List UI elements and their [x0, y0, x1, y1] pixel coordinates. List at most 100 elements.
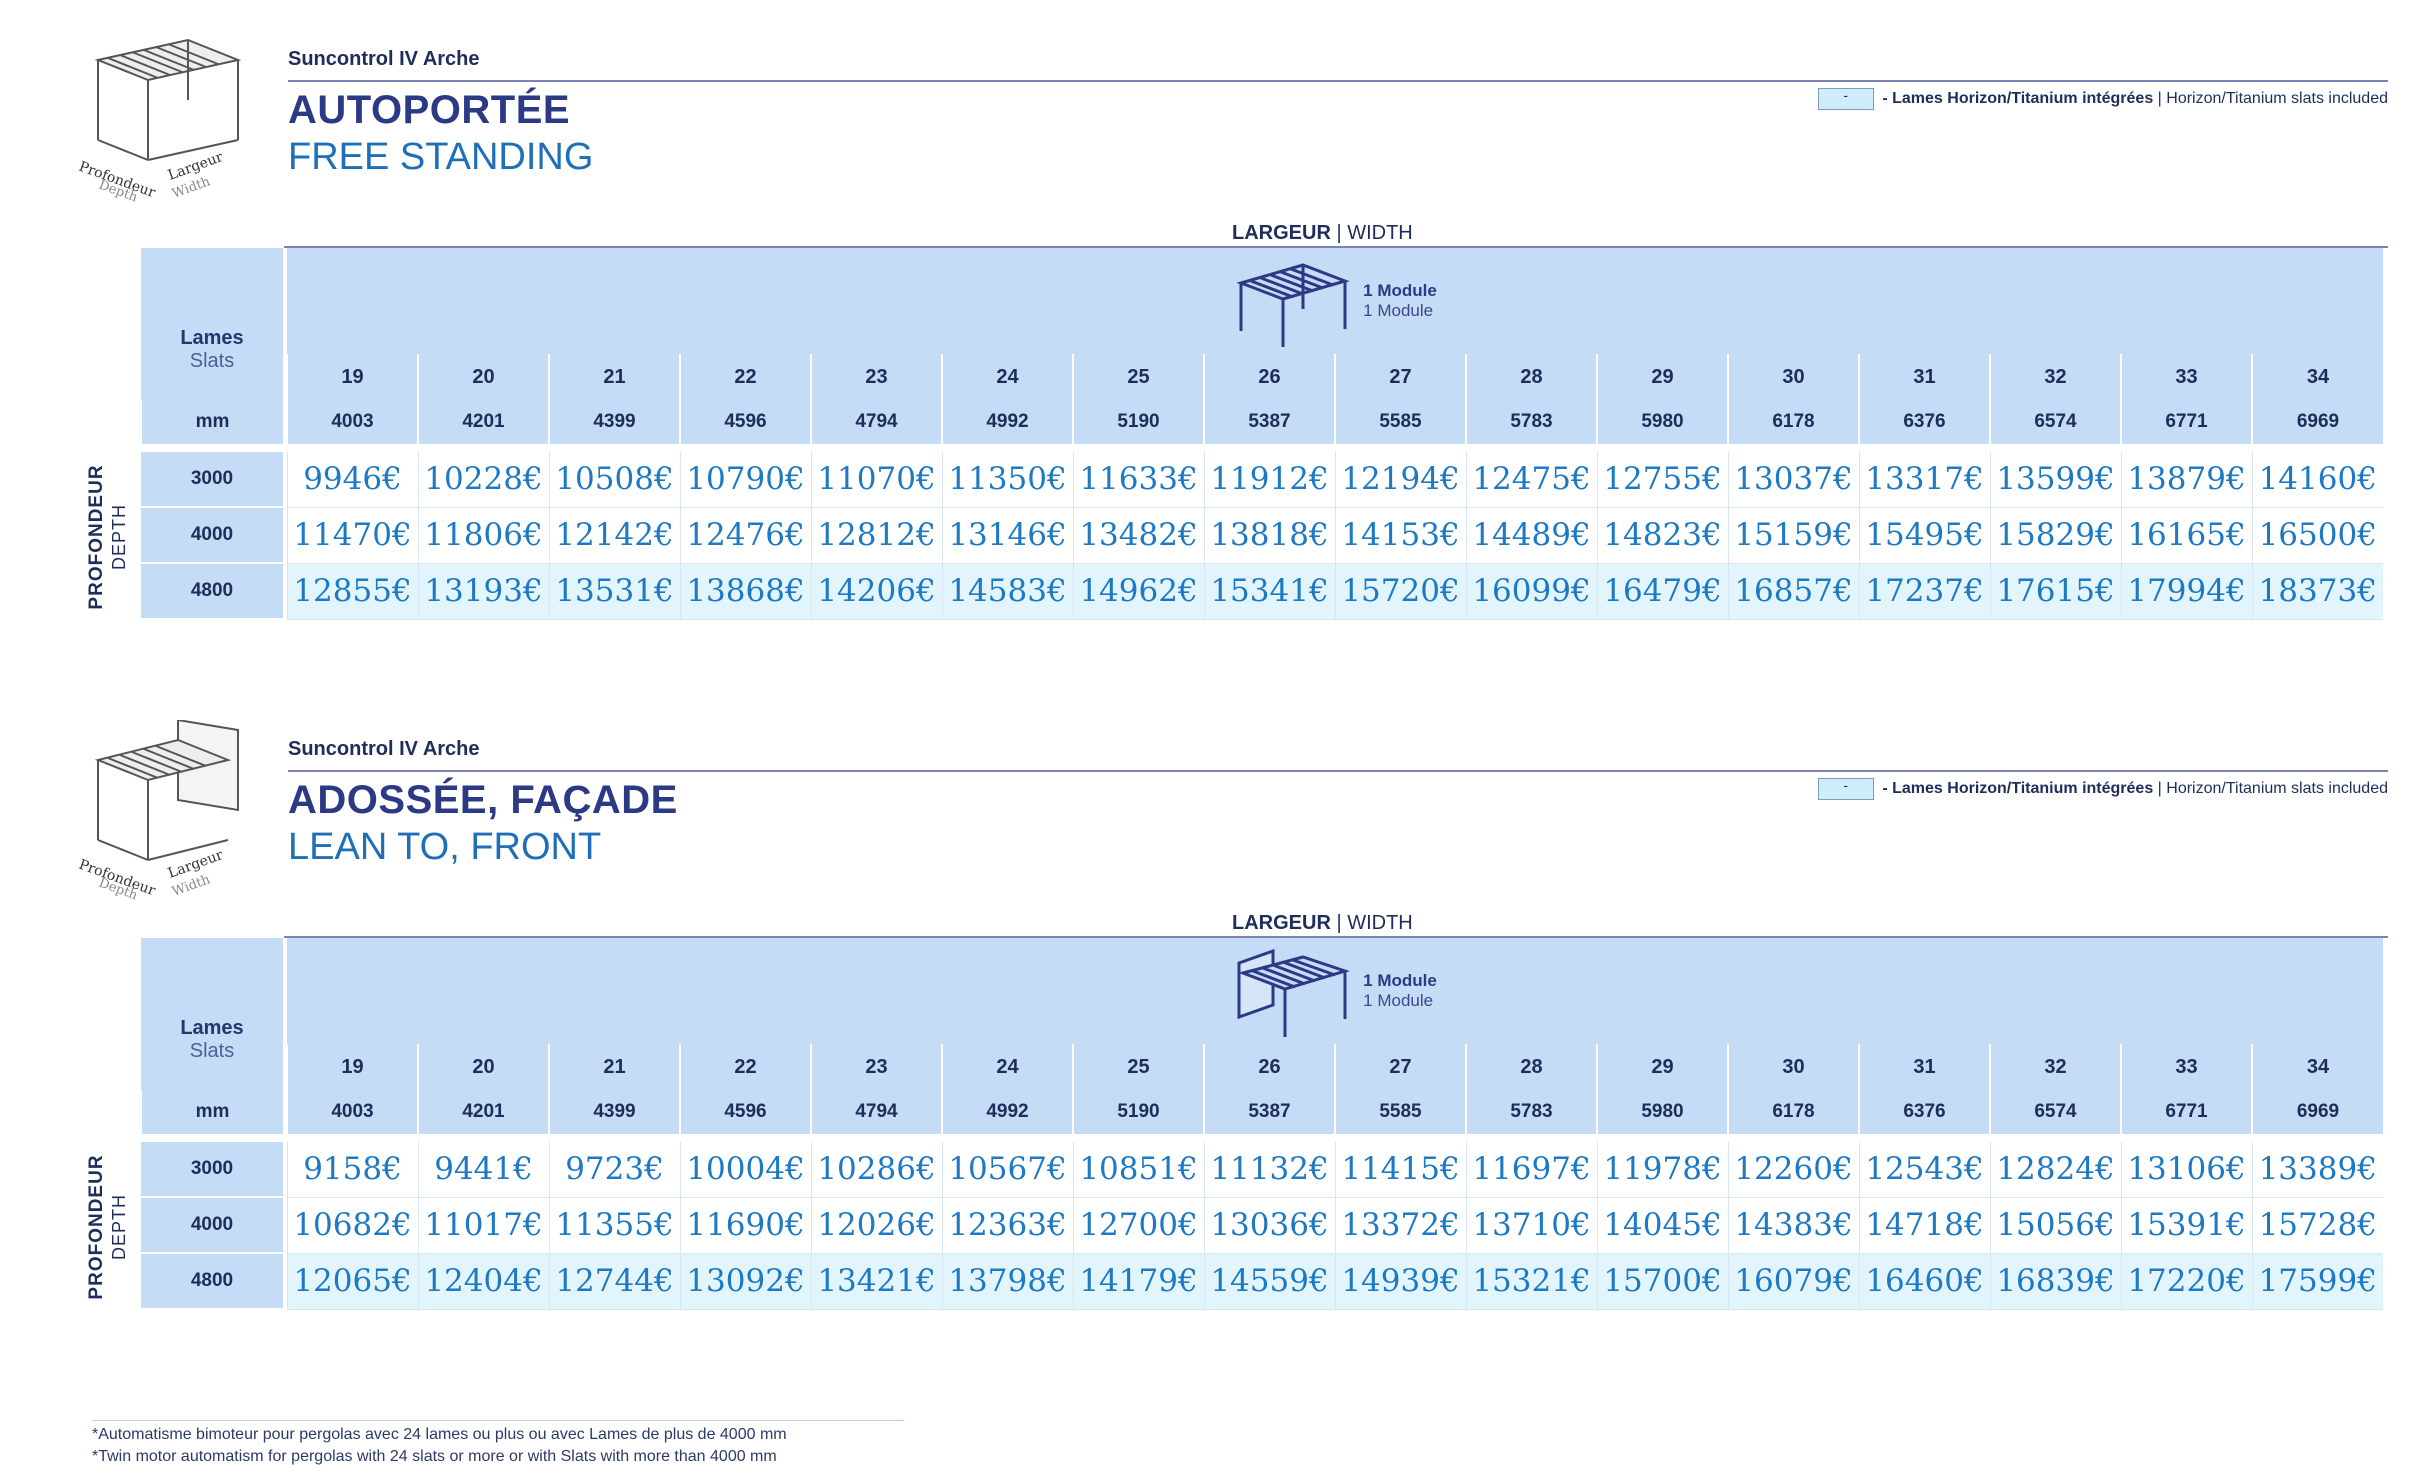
footnote: *Automatisme bimoteur pour pergolas avec…	[92, 1424, 787, 1468]
slat-count-cell: 30	[1727, 354, 1859, 400]
width-mm-cell: 6178	[1727, 1090, 1859, 1134]
width-label: LARGEUR | WIDTH	[1232, 912, 1413, 935]
price-cell: 12855€	[286, 563, 418, 620]
legend: - Lames Horizon/Titanium intégrées | Hor…	[1818, 87, 2388, 110]
width-label-fr: LARGEUR	[1232, 222, 1331, 244]
slat-count-cell: 33	[2120, 1044, 2252, 1090]
slat-count-cell: 31	[1858, 354, 1990, 400]
pergola-free-standing-icon: Profondeur Largeur Depth Width	[77, 30, 248, 210]
price-cell: 12260€	[1727, 1142, 1859, 1198]
footnote-en: *Twin motor automatism for pergolas with…	[92, 1448, 777, 1465]
slat-count-cell: 23	[810, 354, 942, 400]
price-row: 4000 11470€ 11806€ 12142€ 12476€ 12812€ 13146€…	[141, 507, 2383, 564]
price-cell: 16500€	[2251, 507, 2383, 564]
price-cell: 10508€	[548, 452, 680, 508]
price-cell: 10790€	[679, 452, 811, 508]
legend: - Lames Horizon/Titanium intégrées | Hor…	[1818, 777, 2388, 800]
price-cell: 12363€	[941, 1197, 1073, 1254]
slat-count-cell: 28	[1465, 1044, 1597, 1090]
module-label-en: 1 Module	[1363, 301, 1434, 320]
slat-count-cell: 30	[1727, 1044, 1859, 1090]
slat-count-cell: 32	[1989, 1044, 2121, 1090]
price-cell: 13798€	[941, 1253, 1073, 1310]
price-cell: 14489€	[1465, 507, 1597, 564]
price-cell: 13146€	[941, 507, 1073, 564]
price-cell: 13036€	[1203, 1197, 1335, 1254]
pergola-lean-to-icon: Profondeur Largeur Depth Width	[77, 718, 248, 904]
price-cell: 14383€	[1727, 1197, 1859, 1254]
module-label-fr: 1 Module	[1363, 971, 1437, 990]
price-cell: 16165€	[2120, 507, 2252, 564]
header-divider	[288, 80, 2388, 82]
title-en: LEAN TO, FRONT	[288, 826, 602, 868]
price-cell: 18373€	[2251, 563, 2383, 620]
slat-count-cell: 25	[1072, 1044, 1204, 1090]
price-cell: 9441€	[417, 1142, 549, 1198]
price-cell: 11978€	[1596, 1142, 1728, 1198]
price-cell: 10004€	[679, 1142, 811, 1198]
legend-swatch	[1818, 777, 1875, 800]
depth-label-fr: PROFONDEUR	[86, 1154, 107, 1300]
width-mm-cell: 6574	[1989, 1090, 2121, 1134]
price-cell: 12744€	[548, 1253, 680, 1310]
width-mm-cell: 5585	[1334, 400, 1466, 444]
price-cell: 17615€	[1989, 563, 2121, 620]
price-cell: 16079€	[1727, 1253, 1859, 1310]
price-row: 3000 9158€ 9441€ 9723€ 10004€ 10286€ 10567€ 108…	[141, 1142, 2383, 1198]
slat-count-cell: 21	[548, 1044, 680, 1090]
slat-count-cell: 28	[1465, 354, 1597, 400]
price-cell: 14718€	[1858, 1197, 1990, 1254]
slat-count-cell: 34	[2251, 1044, 2383, 1090]
width-mm-cell: 5783	[1465, 400, 1597, 444]
mm-header: mm	[140, 400, 283, 444]
width-mm-cell: 6574	[1989, 400, 2121, 444]
price-cell: 16479€	[1596, 563, 1728, 620]
price-cell: 11806€	[417, 507, 549, 564]
width-label-fr: LARGEUR	[1232, 912, 1331, 934]
price-cell: 17220€	[2120, 1253, 2252, 1310]
price-cell: 11355€	[548, 1197, 680, 1254]
legend-text-en: Horizon/Titanium slats included	[2166, 780, 2388, 797]
width-mm-cell: 4992	[941, 1090, 1073, 1134]
price-cell: 15056€	[1989, 1197, 2121, 1254]
price-cell: 11470€	[286, 507, 418, 564]
price-cell: 13531€	[548, 563, 680, 620]
price-cell: 12543€	[1858, 1142, 1990, 1198]
width-divider	[284, 936, 2388, 938]
price-cell: 14206€	[810, 563, 942, 620]
price-cell: 14939€	[1334, 1253, 1466, 1310]
depth-mm-cell: 3000	[141, 1142, 283, 1198]
header-divider	[288, 770, 2388, 772]
slat-count-cell: 20	[417, 1044, 549, 1090]
width-mm-cell: 6376	[1858, 1090, 1990, 1134]
width-mm-cell: 6969	[2251, 1090, 2383, 1134]
price-cell: 15720€	[1334, 563, 1466, 620]
price-cell: 13710€	[1465, 1197, 1597, 1254]
depth-label-en: DEPTH	[109, 1194, 129, 1261]
price-cell: 11017€	[417, 1197, 549, 1254]
price-cell: 14962€	[1072, 563, 1204, 620]
width-label-sep: |	[1330, 912, 1348, 934]
price-cell: 11132€	[1203, 1142, 1335, 1198]
module-free-standing-icon	[1236, 263, 1350, 347]
slat-count-cell: 29	[1596, 1044, 1728, 1090]
slat-count-cell: 22	[679, 354, 811, 400]
price-cell: 14179€	[1072, 1253, 1204, 1310]
price-cell: 11690€	[679, 1197, 811, 1254]
slat-count-cell: 21	[548, 354, 680, 400]
price-cell: 9158€	[286, 1142, 418, 1198]
price-cell: 13106€	[2120, 1142, 2252, 1198]
depth-mm-cell: 4000	[141, 1197, 283, 1254]
width-mm-cell: 4794	[810, 400, 942, 444]
slat-count-cell: 24	[941, 354, 1073, 400]
slat-count-cell: 25	[1072, 354, 1204, 400]
price-cell: 12404€	[417, 1253, 549, 1310]
section-lean-to: Profondeur Largeur Depth Width Suncontro…	[0, 690, 2422, 1310]
price-cell: 12065€	[286, 1253, 418, 1310]
product-subtitle: Suncontrol IV Arche	[288, 48, 480, 70]
legend-text-fr: - Lames Horizon/Titanium intégrées	[1882, 780, 2154, 797]
width-mm-cell: 5980	[1596, 1090, 1728, 1134]
price-cell: 16839€	[1989, 1253, 2121, 1310]
depth-label-en: DEPTH	[109, 504, 129, 571]
price-cell: 14823€	[1596, 507, 1728, 564]
